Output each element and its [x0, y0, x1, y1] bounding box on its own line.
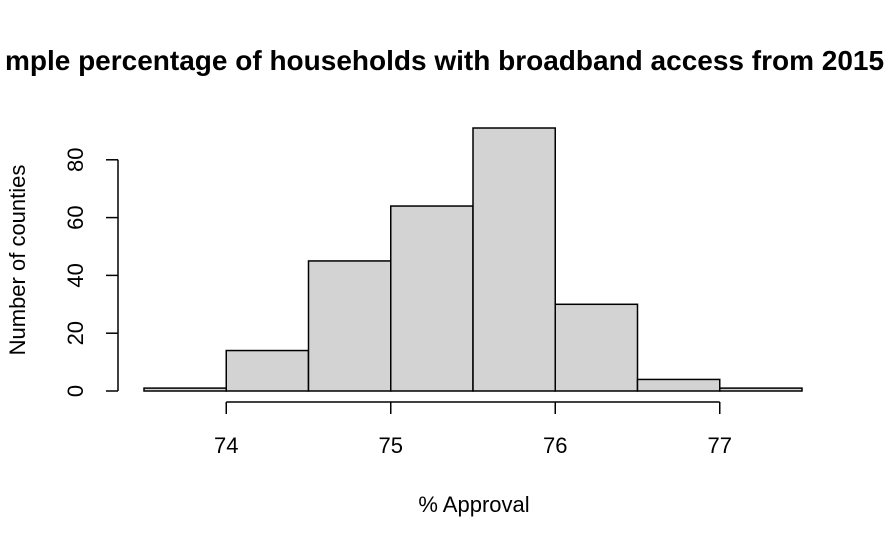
x-axis-label: % Approval — [418, 492, 529, 517]
x-axis: 74 75 76 77 — [214, 401, 732, 458]
histogram-bar — [143, 387, 227, 392]
y-tick-label: 40 — [63, 263, 88, 287]
histogram-bar — [390, 205, 474, 392]
histogram-bar — [472, 127, 556, 392]
chart-title: mple percentage of households with broad… — [5, 45, 884, 76]
x-tick-label: 74 — [214, 433, 238, 458]
histogram-bar — [636, 378, 721, 392]
y-axis-label: Number of counties — [5, 165, 30, 356]
y-tick-label: 20 — [63, 321, 88, 345]
x-tick-label: 77 — [708, 433, 732, 458]
y-tick-label: 60 — [63, 205, 88, 229]
y-tick-label: 0 — [63, 385, 88, 397]
x-tick-label: 75 — [379, 433, 403, 458]
histogram-bar — [307, 260, 392, 392]
y-axis: 0 20 40 60 80 — [63, 148, 119, 397]
histogram-bar — [554, 303, 639, 392]
x-tick-label: 76 — [543, 433, 567, 458]
histogram-bars — [143, 127, 803, 392]
y-tick-label: 80 — [63, 148, 88, 172]
histogram-bar — [225, 349, 310, 392]
histogram-bar — [719, 387, 803, 392]
